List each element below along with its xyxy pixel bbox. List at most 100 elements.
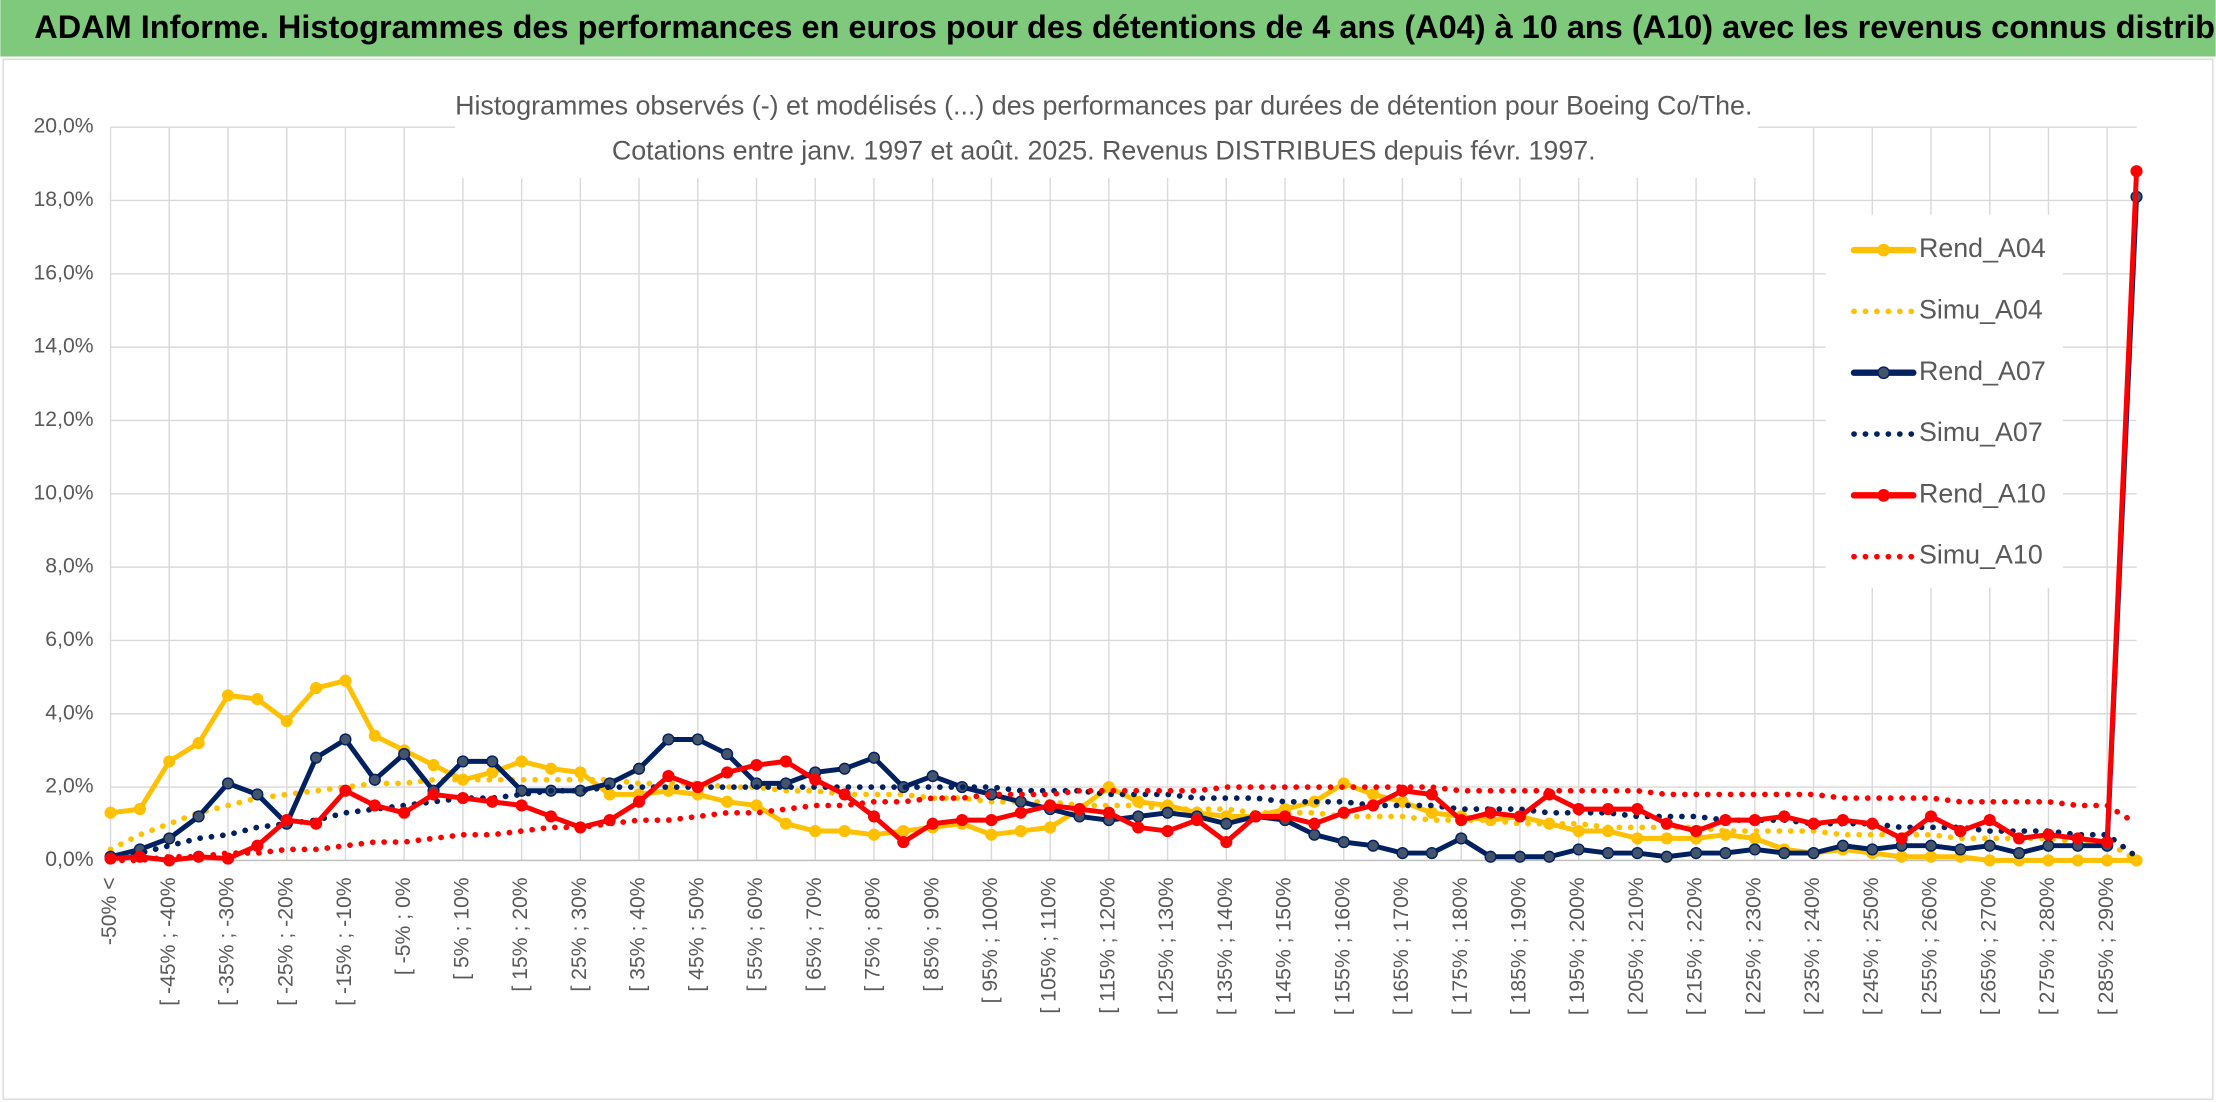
y-tick-label: 2,0% (45, 775, 93, 798)
marker (897, 825, 910, 838)
marker (339, 733, 352, 746)
marker (1924, 810, 1938, 823)
legend-label: Simu_A07 (1919, 417, 2043, 447)
marker (779, 755, 792, 768)
title-background (455, 84, 1758, 179)
x-tick-label: [ 45% ; 50% (685, 877, 708, 991)
legend-label: Rend_A04 (1919, 233, 2046, 263)
marker (1337, 806, 1350, 819)
x-tick-label: [ 85% ; 90% (920, 877, 943, 991)
x-tick-label: [ 165% ; 170% (1390, 877, 1413, 1015)
y-tick-label: 14,0% (34, 335, 94, 358)
marker (2013, 847, 2026, 860)
marker (544, 810, 558, 823)
y-tick-label: 12,0% (34, 408, 94, 431)
marker (368, 773, 381, 786)
legend-label: Simu_A04 (1919, 294, 2043, 324)
legend-marker (1877, 488, 1890, 502)
marker (1132, 821, 1145, 834)
marker (867, 828, 881, 841)
legend-marker (1877, 243, 1890, 257)
marker (662, 770, 675, 783)
marker (515, 799, 528, 812)
marker (1396, 847, 1409, 860)
marker (1983, 839, 1996, 852)
marker (133, 803, 146, 816)
header-bar (0, 0, 2216, 57)
marker (251, 693, 264, 706)
y-tick-label: 8,0% (45, 555, 93, 578)
marker (1954, 843, 1967, 856)
marker (985, 828, 998, 841)
marker (1983, 814, 1996, 827)
x-tick-label: [ 15% ; 20% (509, 877, 532, 991)
marker (163, 755, 176, 768)
marker (251, 839, 264, 852)
marker (867, 751, 881, 764)
marker (1308, 817, 1321, 830)
grid (109, 126, 2137, 862)
marker (1367, 788, 1380, 801)
marker (1044, 821, 1057, 834)
x-tick-label: [ 75% ; 80% (862, 877, 885, 991)
marker (310, 817, 323, 830)
legend-label: Simu_A10 (1919, 540, 2043, 570)
marker (427, 788, 440, 801)
marker (1866, 817, 1879, 830)
chart-subtitle: Cotations entre janv. 1997 et août. 2025… (612, 136, 1596, 166)
marker (1161, 825, 1174, 838)
marker (515, 755, 528, 768)
legend-background (1825, 214, 2064, 588)
marker (1954, 825, 1967, 838)
marker (310, 682, 323, 695)
marker (691, 781, 704, 794)
x-tick-label: [ -5% ; 0% (392, 877, 415, 975)
marker (1044, 799, 1057, 812)
marker (838, 825, 851, 838)
marker (926, 817, 939, 830)
marker (1484, 806, 1497, 819)
marker (427, 759, 440, 772)
marker (838, 788, 851, 801)
y-tick-label: 10,0% (34, 481, 94, 504)
x-tick-label: [ 125% ; 130% (1155, 877, 1178, 1015)
x-tick-label: [ 225% ; 230% (1742, 877, 1765, 1015)
marker (486, 755, 499, 768)
marker (221, 689, 235, 702)
marker (1425, 806, 1438, 819)
x-tick-label: [ 235% ; 240% (1801, 877, 1824, 1015)
x-tick-label: [ 105% ; 110% (1038, 877, 1061, 1013)
marker (1660, 832, 1673, 845)
marker (1308, 828, 1321, 841)
marker (1513, 810, 1527, 823)
marker (1719, 814, 1732, 827)
y-tick-label: 6,0% (45, 628, 93, 651)
marker (2042, 828, 2055, 841)
marker (926, 770, 939, 783)
marker (1102, 806, 1115, 819)
marker (1572, 825, 1585, 838)
x-tick-label: [ 255% ; 260% (1919, 877, 1942, 1015)
marker (486, 795, 499, 808)
marker (1690, 825, 1703, 838)
x-tick-label: [ -15% ; -10% (333, 877, 356, 1006)
marker (1660, 817, 1673, 830)
marker (632, 795, 646, 808)
marker (1631, 847, 1644, 860)
marker (1161, 806, 1174, 819)
marker (1543, 850, 1556, 863)
x-tick-label: [ 285% ; 290% (2095, 877, 2118, 1015)
x-tick-label: [ 65% ; 70% (803, 877, 826, 991)
x-tick-label: [ 95% ; 100% (979, 877, 1002, 1003)
marker (2071, 832, 2084, 845)
marker (368, 729, 381, 742)
marker (1367, 839, 1380, 852)
legend-marker (1877, 366, 1890, 380)
marker (368, 799, 381, 812)
marker (955, 814, 969, 827)
x-tick-label: [ -35% ; -30% (216, 877, 239, 1006)
x-tick-label: [ 155% ; 160% (1331, 877, 1354, 1015)
marker (750, 799, 763, 812)
marker (1455, 814, 1468, 827)
marker (1572, 843, 1585, 856)
